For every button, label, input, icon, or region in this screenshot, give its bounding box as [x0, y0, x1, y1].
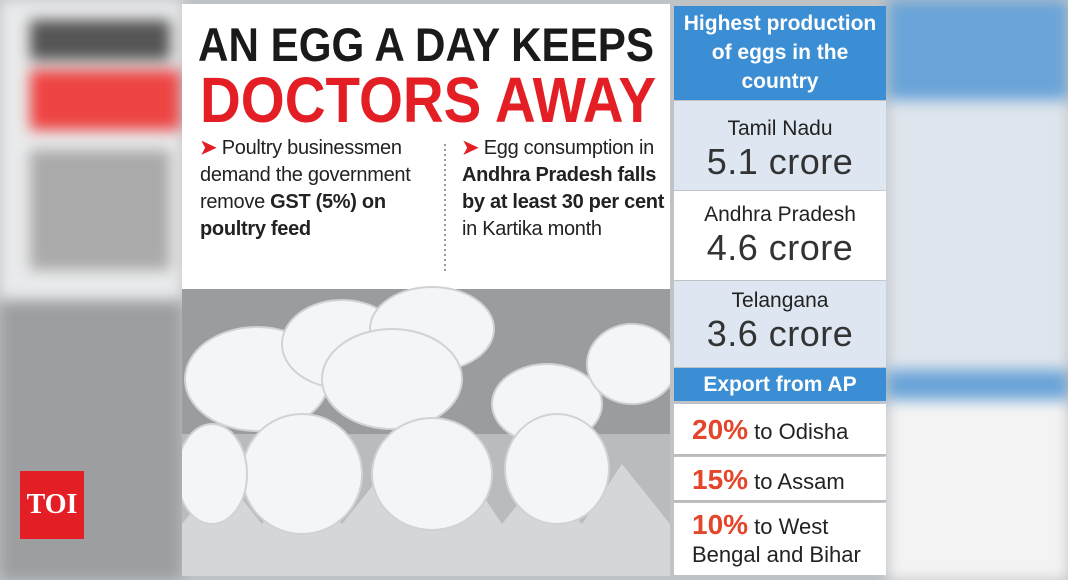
- bullet-text: Poultry businessmen demand the governmen…: [200, 137, 411, 213]
- blur-block: [888, 0, 1068, 100]
- blurred-right: [888, 0, 1068, 580]
- bullet-text: Andhra Pradesh falls by at least 30 per …: [462, 164, 665, 213]
- bullet-arrow: ➤: [200, 137, 222, 159]
- egg: [241, 413, 363, 535]
- blur-block: [30, 20, 170, 60]
- destination: to Odisha: [754, 419, 849, 444]
- bullet-text: GST (5%) on poultry feed: [200, 191, 386, 240]
- bullet-text: Egg consumption in: [483, 137, 655, 159]
- production-title: Highest production of eggs in the countr…: [674, 6, 886, 100]
- bullet: ➤ Egg consumption in Andhra Pradesh fall…: [462, 135, 668, 243]
- logo: TOI: [20, 471, 84, 539]
- bullet: ➤ Poultry businessmen demand the governm…: [200, 135, 440, 243]
- share: 20%: [692, 414, 749, 445]
- egg: [182, 423, 248, 525]
- production-row: Tamil Nadu 5.1 crore: [674, 101, 886, 190]
- graphic: AN EGG A DAY KEEPS DOCTORS AWAY: [182, 18, 670, 576]
- headline-2: DOCTORS AWAY: [200, 64, 656, 136]
- bullet-text: in Kartika month: [462, 218, 602, 240]
- production-row: Andhra Pradesh 4.6 crore: [674, 191, 886, 280]
- state: Andhra Pradesh: [704, 203, 856, 226]
- blur-block: [30, 70, 180, 130]
- production-row: Telangana 3.6 crore: [674, 281, 886, 367]
- share: 15%: [692, 464, 749, 495]
- headline-1: AN EGG A DAY KEEPS: [198, 18, 654, 71]
- bullet-arrow: ➤: [462, 137, 484, 159]
- blur-block: [30, 150, 170, 270]
- egg: [586, 323, 670, 405]
- amount: 4.6 crore: [706, 227, 854, 268]
- export-title: Export from AP: [674, 368, 886, 401]
- egg: [321, 328, 463, 430]
- export-row: 15% to Assam: [674, 457, 886, 502]
- amount: 3.6 crore: [706, 313, 854, 354]
- blur-block: [888, 370, 1068, 400]
- destination: to West Bengal and Bihar: [692, 514, 861, 567]
- state: Tamil Nadu: [727, 117, 833, 140]
- state: Telangana: [731, 289, 829, 312]
- egg: [371, 417, 493, 531]
- export-row: 10% to West Bengal and Bihar: [674, 503, 886, 575]
- destination: to Assam: [754, 469, 845, 494]
- amount: 5.1 crore: [706, 141, 854, 182]
- egg-photo: [182, 286, 670, 576]
- egg: [504, 413, 610, 525]
- share: 10%: [692, 509, 749, 540]
- export-row: 20% to Odisha: [674, 404, 886, 456]
- blur-block: [888, 400, 1068, 580]
